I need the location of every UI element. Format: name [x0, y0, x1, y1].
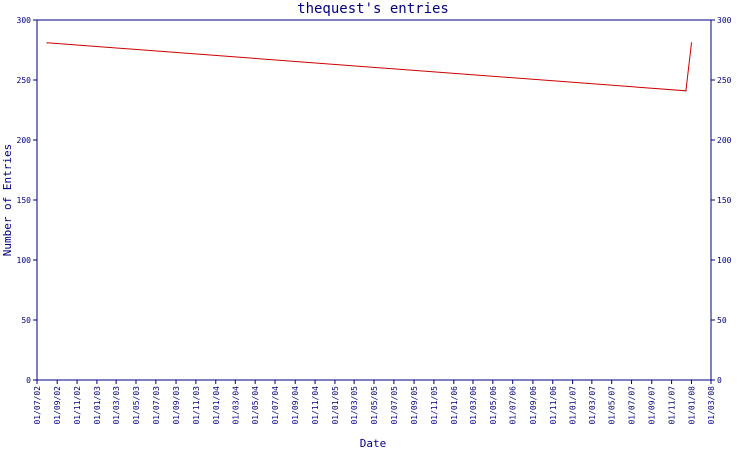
- x-tick-label: 01/07/05: [390, 386, 399, 425]
- data-point: [690, 42, 693, 44]
- y-tick-label-right: 100: [717, 256, 732, 265]
- x-axis-title: Date: [360, 437, 387, 450]
- x-tick-label: 01/01/08: [687, 386, 696, 425]
- x-tick-label: 01/03/05: [350, 386, 359, 425]
- x-tick-label: 01/11/05: [430, 386, 439, 425]
- x-tick-label: 01/09/05: [410, 386, 419, 425]
- x-tick-label: 01/07/07: [628, 386, 637, 425]
- y-axis-title: Number of Entries: [1, 144, 14, 257]
- y-tick-label-right: 0: [717, 376, 722, 385]
- data-point: [46, 42, 48, 44]
- x-tick-label: 01/09/03: [172, 386, 181, 425]
- y-tick-label-left: 0: [26, 376, 31, 385]
- x-tick-label: 01/01/03: [93, 386, 102, 425]
- x-tick-label: 01/07/06: [509, 386, 518, 425]
- x-tick-label: 01/03/06: [469, 386, 478, 425]
- y-tick-label-left: 300: [17, 16, 32, 25]
- y-tick-label-left: 50: [21, 316, 31, 325]
- x-tick-label: 01/09/06: [529, 386, 538, 425]
- x-tick-label: 01/09/07: [648, 386, 657, 425]
- x-tick-label: 01/01/05: [331, 386, 340, 425]
- y-tick-label-left: 150: [17, 196, 32, 205]
- x-tick-label: 01/05/06: [489, 386, 498, 425]
- x-tick-label: 01/01/07: [569, 386, 578, 425]
- y-tick-label-right: 200: [717, 136, 732, 145]
- x-tick-label: 01/11/04: [311, 386, 320, 425]
- data-point: [685, 90, 687, 92]
- x-tick-label: 01/11/03: [192, 386, 201, 425]
- x-tick-label: 01/03/07: [588, 386, 597, 425]
- plot-area: 0 50 100 150 200 250 300 0 50 100 150 200 250 300 01/0…: [17, 16, 732, 425]
- x-tick-label: 01/11/06: [549, 386, 558, 425]
- x-tick-label: 01/11/02: [73, 386, 82, 425]
- x-tick-label: 01/07/02: [33, 386, 42, 425]
- x-tick-label: 01/09/02: [53, 386, 62, 425]
- x-tick-label: 01/07/03: [152, 386, 161, 425]
- x-tick-label: 01/05/07: [608, 386, 617, 425]
- y-tick-label-right: 300: [717, 16, 732, 25]
- x-tick-label: 01/01/04: [212, 386, 221, 425]
- series-line: [47, 42, 692, 92]
- y-tick-label-left: 100: [17, 256, 32, 265]
- x-tick-label: 01/11/07: [668, 386, 677, 425]
- x-tick-label: 01/03/08: [707, 386, 716, 425]
- y-tick-label-right: 150: [717, 196, 732, 205]
- x-tick-label: 01/01/06: [450, 386, 459, 425]
- x-tick-label: 01/05/03: [132, 386, 141, 425]
- plot-frame: [36, 19, 712, 381]
- y-tick-label-left: 200: [17, 136, 32, 145]
- x-tick-label: 01/03/04: [231, 386, 240, 425]
- chart-title: thequest's entries: [297, 1, 449, 17]
- x-tick-label: 01/09/04: [291, 386, 300, 425]
- y-tick-label-left: 250: [17, 76, 32, 85]
- x-tick-label: 01/05/05: [370, 386, 379, 425]
- x-tick-label: 01/05/04: [251, 386, 260, 425]
- x-tick-label: 01/03/03: [112, 386, 121, 425]
- x-tick-label: 01/07/04: [271, 386, 280, 425]
- y-tick-label-right: 250: [717, 76, 732, 85]
- y-tick-label-right: 50: [717, 316, 727, 325]
